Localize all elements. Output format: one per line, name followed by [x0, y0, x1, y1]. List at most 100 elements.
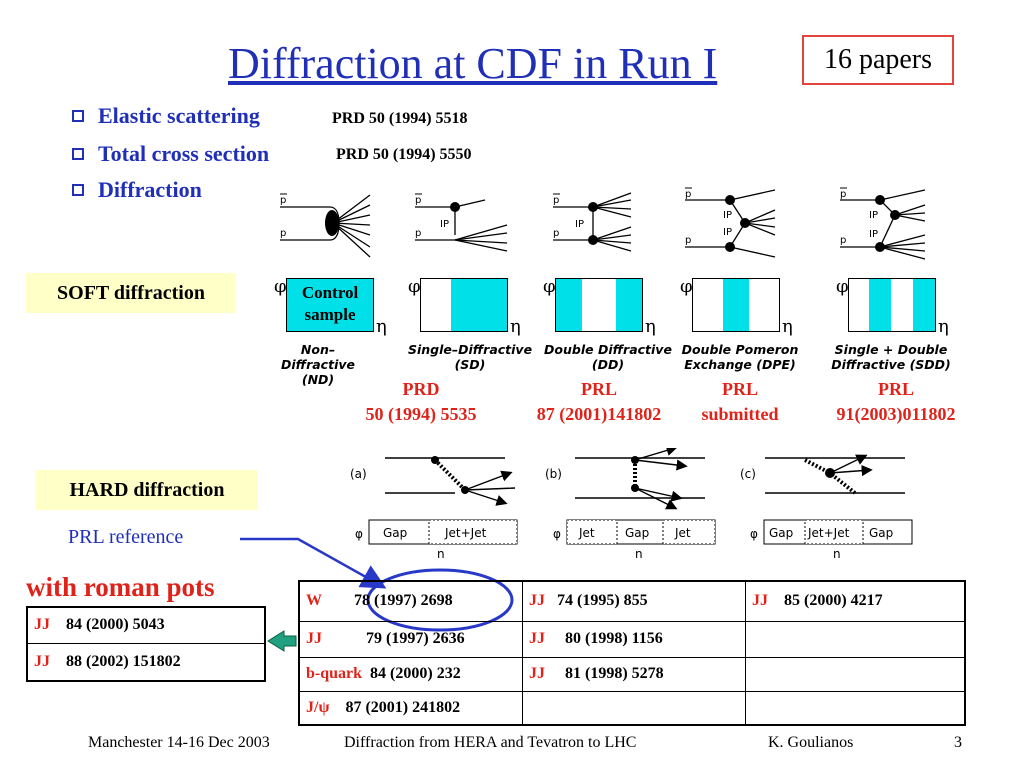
ip-label: IP — [869, 210, 878, 221]
ref-dpe: PRL submitted — [701, 379, 779, 424]
footer-author: K. Goulianos — [768, 734, 854, 751]
table-row: JJ 79 (1997) 2636 JJ 80 (1998) 1156 — [298, 620, 966, 658]
eta-axis-label: η — [510, 316, 521, 337]
bullet-label: Total cross section — [98, 141, 270, 166]
phi-axis-label: φ — [750, 527, 758, 541]
control-sample-label: Control sample — [301, 283, 359, 324]
table-cell: JJ 74 (1995) 855 — [522, 580, 746, 622]
bullet-label: Diffraction — [98, 177, 202, 202]
eta-axis-label: η — [376, 316, 387, 337]
phi-axis-label: φ — [408, 276, 421, 297]
bullet-elastic: Elastic scattering — [72, 103, 260, 129]
table-cell — [522, 690, 746, 726]
soft-diffraction-label: SOFT diffraction — [26, 273, 236, 313]
bullet-total: Total cross section — [72, 141, 269, 167]
p-label: p — [685, 235, 691, 246]
table-row: W 78 (1997) 2698 JJ 74 (1995) 855 JJ 85 … — [298, 580, 966, 622]
eta-axis-label: η — [645, 316, 656, 337]
prl-reference-label: PRL reference — [68, 526, 184, 548]
ip-label: IP — [723, 227, 732, 238]
table-row: b-quark 84 (2000) 232 JJ 81 (1998) 5278 — [298, 656, 966, 692]
table-cell: JJ 85 (2000) 4217 — [745, 580, 966, 622]
p-label: p — [280, 228, 286, 239]
ref-sd: PRD 50 (1994) 5535 — [365, 379, 477, 424]
hard-cell-gap: Gap — [383, 526, 407, 540]
hard-diffraction-label: HARD diffraction — [36, 470, 258, 510]
pbar-label: p — [280, 195, 286, 206]
pbar-label: p — [840, 189, 846, 200]
pbar-label: p — [415, 195, 421, 206]
footer-talk-title: Diffraction from HERA and Tevatron to LH… — [344, 734, 637, 751]
soft-feynman-diagrams: p p p p IP p p IP p p IP IP p p IP IP — [280, 187, 926, 260]
panel-tag-c: (c) — [740, 467, 756, 481]
references-table: W 78 (1997) 2698 JJ 74 (1995) 855 JJ 85 … — [298, 580, 966, 726]
pbar-label: p — [553, 195, 559, 206]
table-cell: JJ 88 (2002) 151802 — [26, 642, 266, 682]
bullet-label: Elastic scattering — [98, 103, 260, 128]
table-row: JJ 84 (2000) 5043 — [26, 606, 266, 644]
caption-sd: Single–Diffractive (SD) — [407, 342, 533, 372]
ref-dd: PRL 87 (2001)141802 — [536, 379, 662, 424]
hard-cell-jet: Jet — [578, 526, 595, 540]
pbar-label: p — [685, 189, 691, 200]
table-cell — [745, 620, 966, 658]
table-cell — [745, 656, 966, 692]
roman-pots-table: JJ 84 (2000) 5043 JJ 88 (2002) 151802 — [26, 606, 266, 682]
hard-cell-jet: Jet — [674, 526, 691, 540]
footer-page-number: 3 — [954, 734, 962, 751]
ref-sdd: PRL 91(2003)011802 — [836, 379, 956, 424]
ip-label: IP — [723, 210, 732, 221]
ip-label: IP — [440, 219, 449, 230]
table-cell: JJ 84 (2000) 5043 — [26, 606, 266, 644]
eta-axis-label: η — [833, 547, 841, 558]
phi-axis-label: φ — [836, 276, 849, 297]
phi-axis-label: φ — [680, 276, 693, 297]
bullet-diffraction: Diffraction — [72, 177, 202, 203]
roman-pots-title: with roman pots — [26, 572, 215, 602]
dpe-distribution — [692, 278, 780, 332]
checkbox-bullet-icon — [72, 147, 84, 160]
dd-distribution — [555, 278, 643, 332]
phi-axis-label: φ — [274, 276, 287, 297]
bullet-ref: PRD 50 (1994) 5550 — [336, 146, 472, 163]
hard-cell-gap: Gap — [625, 526, 649, 540]
bullet-ref: PRD 50 (1994) 5518 — [332, 110, 468, 127]
sdd-distribution — [848, 278, 936, 332]
hard-cell-jetjet: Jet+Jet — [807, 526, 850, 540]
green-left-arrow-icon — [267, 630, 297, 652]
eta-axis-label: η — [782, 316, 793, 337]
table-row: J/ψ 87 (2001) 241802 — [298, 690, 966, 726]
caption-nd: Non–Diffractive (ND) — [281, 342, 355, 387]
ip-label: IP — [869, 229, 878, 240]
panel-tag-a: (a) — [350, 467, 367, 481]
nd-distribution — [286, 278, 374, 332]
checkbox-bullet-icon — [72, 109, 84, 122]
phi-axis-label: φ — [553, 527, 561, 541]
caption-sdd: Single + Double Diffractive (SDD) — [831, 342, 951, 372]
sd-distribution — [420, 278, 508, 332]
hard-cell-gap: Gap — [869, 526, 893, 540]
p-label: p — [415, 228, 421, 239]
panel-tag-b: (b) — [545, 467, 562, 481]
table-cell: JJ 79 (1997) 2636 — [298, 620, 523, 658]
table-row: JJ 88 (2002) 151802 — [26, 642, 266, 682]
hard-cell-jetjet: Jet+Jet — [444, 526, 487, 540]
table-cell: J/ψ 87 (2001) 241802 — [298, 690, 523, 726]
slide-title: Diffraction at CDF in Run I — [228, 39, 718, 88]
table-cell — [745, 690, 966, 726]
papers-badge: 16 papers — [802, 35, 954, 85]
phi-axis-label: φ — [543, 276, 556, 297]
eta-axis-label: η — [938, 316, 949, 337]
eta-axis-label: η — [635, 547, 643, 558]
table-cell: JJ 81 (1998) 5278 — [522, 656, 746, 692]
caption-dd: Double Diffractive (DD) — [544, 342, 672, 372]
table-cell: W 78 (1997) 2698 — [298, 580, 523, 622]
checkbox-bullet-icon — [72, 183, 84, 196]
table-cell: b-quark 84 (2000) 232 — [298, 656, 523, 692]
hard-diffraction-diagrams: (a) (b) (c) φ Gap Jet+Jet η φ Jet Gap Jet η… — [350, 448, 913, 558]
ip-label: IP — [575, 219, 584, 230]
hard-cell-gap: Gap — [769, 526, 793, 540]
p-label: p — [840, 235, 846, 246]
p-label: p — [553, 228, 559, 239]
table-cell: JJ 80 (1998) 1156 — [522, 620, 746, 658]
